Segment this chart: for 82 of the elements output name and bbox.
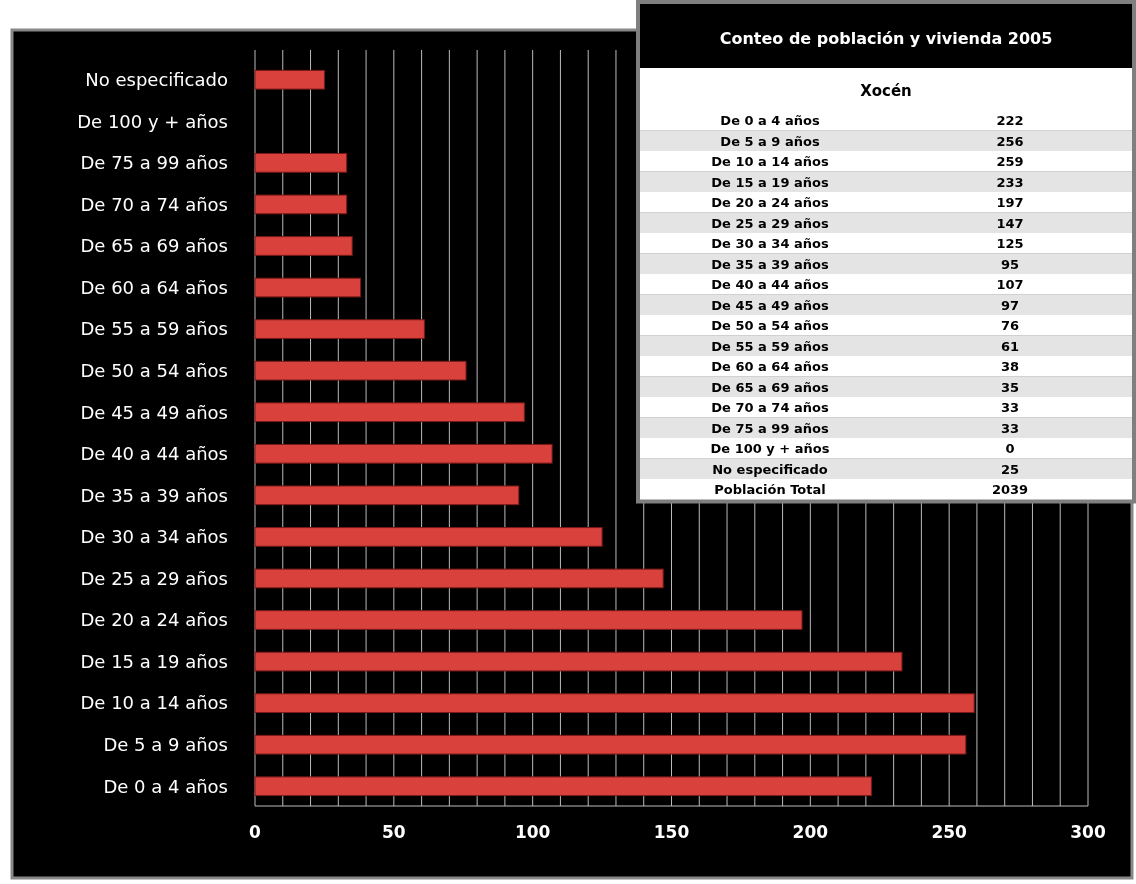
category-label: De 20 a 24 años (711, 195, 829, 210)
y-tick-label: De 15 a 19 años (80, 650, 228, 672)
data-label: 38 (1000, 359, 1020, 374)
data-label: 256 (996, 133, 1024, 149)
bar (254, 236, 353, 256)
text: Xocén (860, 82, 912, 100)
data-label: 95 (1000, 256, 1020, 272)
y-tick-label: De 75 a 99 años (80, 152, 228, 174)
data-label: 259 (996, 154, 1024, 169)
bar (254, 319, 425, 339)
x-tick-label: 200 (792, 822, 829, 842)
y-tick-label: No especificado (85, 69, 228, 91)
category-label: De 40 a 44 años (711, 277, 829, 292)
bar (254, 776, 872, 797)
data-label: 33 (1000, 420, 1020, 436)
y-tick-label: De 0 a 4 años (103, 775, 228, 797)
y-tick-label: De 100 y + años (77, 110, 228, 132)
bar (254, 360, 467, 381)
category-label: De 0 a 4 años (720, 113, 820, 128)
y-tick-label: De 10 a 14 años (80, 692, 228, 714)
y-tick-label: De 60 a 64 años (80, 276, 228, 298)
y-tick-label: De 55 a 59 años (80, 318, 228, 340)
data-label: 222 (996, 113, 1024, 128)
category-label: De 30 a 34 años (711, 236, 829, 251)
category-label: De 5 a 9 años (720, 133, 820, 149)
category-label: De 10 a 14 años (711, 154, 829, 169)
bar (254, 153, 348, 173)
x-tick-label: 250 (931, 822, 968, 842)
data-label: 25 (1000, 461, 1020, 477)
category-label: No especificado (712, 461, 828, 477)
bar (254, 443, 553, 464)
bar (254, 277, 362, 298)
y-tick-label: De 5 a 9 años (103, 734, 228, 755)
category-label: De 50 a 54 años (711, 318, 829, 333)
bar (254, 734, 967, 755)
category-label: De 65 a 69 años (711, 379, 829, 395)
data-label: 97 (1000, 297, 1020, 313)
y-tick-label: De 45 a 49 años (80, 401, 228, 423)
y-tick-label: De 35 a 39 años (80, 484, 228, 506)
data-label: 233 (996, 174, 1024, 190)
category-label: De 75 a 99 años (711, 420, 829, 436)
y-tick-label: De 65 a 69 años (80, 235, 228, 257)
bar (254, 527, 603, 547)
bar (254, 651, 903, 672)
y-tick-label: De 30 a 34 años (80, 526, 228, 548)
x-tick-label: 0 (249, 822, 262, 842)
y-tick-label: De 50 a 54 años (80, 359, 228, 381)
data-label: 125 (996, 236, 1024, 251)
category-label: De 15 a 19 años (711, 174, 829, 190)
y-tick-label: De 20 a 24 años (80, 609, 228, 631)
y-tick-label: De 70 a 74 años (80, 193, 228, 215)
bar (254, 402, 525, 423)
data-label: 33 (1000, 400, 1020, 415)
bar (254, 194, 348, 215)
data-label: 147 (996, 215, 1024, 231)
category-label: De 45 a 49 años (711, 297, 829, 313)
data-label: 61 (1000, 338, 1020, 354)
category-label: De 35 a 39 años (711, 256, 829, 272)
x-tick-label: 50 (382, 822, 406, 842)
y-tick-label: De 25 a 29 años (80, 567, 228, 589)
bar (254, 69, 325, 90)
x-tick-label: 300 (1070, 822, 1106, 842)
x-tick-label: 150 (653, 822, 690, 842)
data-label: 0 (1005, 441, 1015, 456)
category-label: De 70 a 74 años (711, 400, 829, 415)
bar (254, 610, 803, 630)
data-label: 35 (1000, 379, 1020, 395)
category-label: De 100 y + años (710, 441, 830, 456)
category-label: Población Total (714, 482, 826, 497)
data-label: 107 (996, 277, 1024, 292)
bar (254, 485, 520, 506)
category-label: De 25 a 29 años (711, 215, 829, 231)
category-label: De 55 a 59 años (711, 338, 829, 354)
data-label: 197 (996, 195, 1024, 210)
data-label: 76 (1000, 318, 1020, 333)
x-tick-label: 100 (514, 822, 551, 842)
y-tick-label: De 40 a 44 años (80, 443, 228, 465)
bar (254, 568, 664, 589)
text: Conteo de población y vivienda 2005 (719, 29, 1053, 48)
category-label: De 60 a 64 años (711, 359, 829, 374)
bar (254, 693, 975, 713)
data-label: 2039 (991, 482, 1029, 497)
